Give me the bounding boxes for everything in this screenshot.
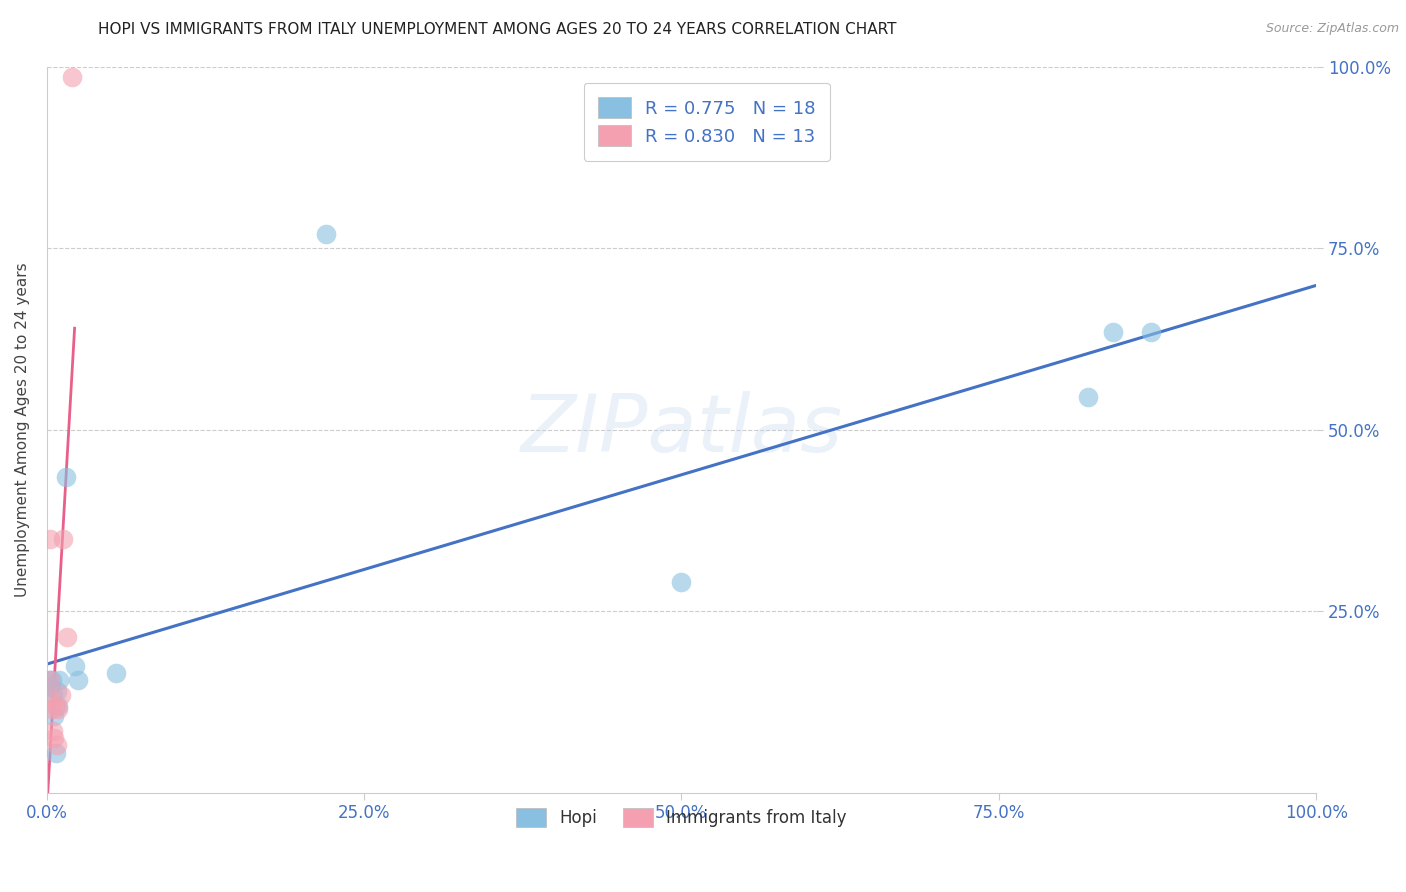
Text: HOPI VS IMMIGRANTS FROM ITALY UNEMPLOYMENT AMONG AGES 20 TO 24 YEARS CORRELATION: HOPI VS IMMIGRANTS FROM ITALY UNEMPLOYME…: [98, 22, 897, 37]
Point: [60, 70, 83, 85]
Point: [67, 673, 90, 687]
Point: [56, 630, 79, 644]
Point: [39, 681, 62, 695]
Point: [105, 665, 128, 680]
Legend: Hopi, Immigrants from Italy: Hopi, Immigrants from Italy: [508, 799, 855, 835]
Point: [45, 698, 67, 713]
Point: [46, 698, 69, 713]
Point: [1077, 390, 1099, 404]
Point: [41, 702, 63, 716]
Point: [49, 688, 72, 702]
Point: [55, 470, 77, 484]
Point: [315, 227, 337, 241]
Point: [45, 746, 67, 760]
Point: [45, 684, 67, 698]
Point: [39, 532, 62, 546]
Point: [671, 575, 693, 590]
Point: [63, 658, 86, 673]
Point: [46, 702, 69, 716]
Point: [1140, 325, 1163, 339]
Point: [42, 688, 65, 702]
Text: Source: ZipAtlas.com: Source: ZipAtlas.com: [1265, 22, 1399, 36]
Y-axis label: Unemployment Among Ages 20 to 24 years: Unemployment Among Ages 20 to 24 years: [15, 262, 30, 597]
Point: [41, 673, 63, 687]
Point: [42, 723, 65, 738]
Point: [39, 673, 62, 687]
Point: [1102, 325, 1125, 339]
Point: [44, 709, 66, 723]
Point: [44, 731, 66, 746]
Point: [52, 532, 75, 546]
Point: [45, 739, 67, 753]
Text: ZIPatlas: ZIPatlas: [520, 391, 842, 468]
Point: [48, 673, 70, 687]
Point: [38, 673, 60, 687]
Point: [38, 691, 60, 706]
